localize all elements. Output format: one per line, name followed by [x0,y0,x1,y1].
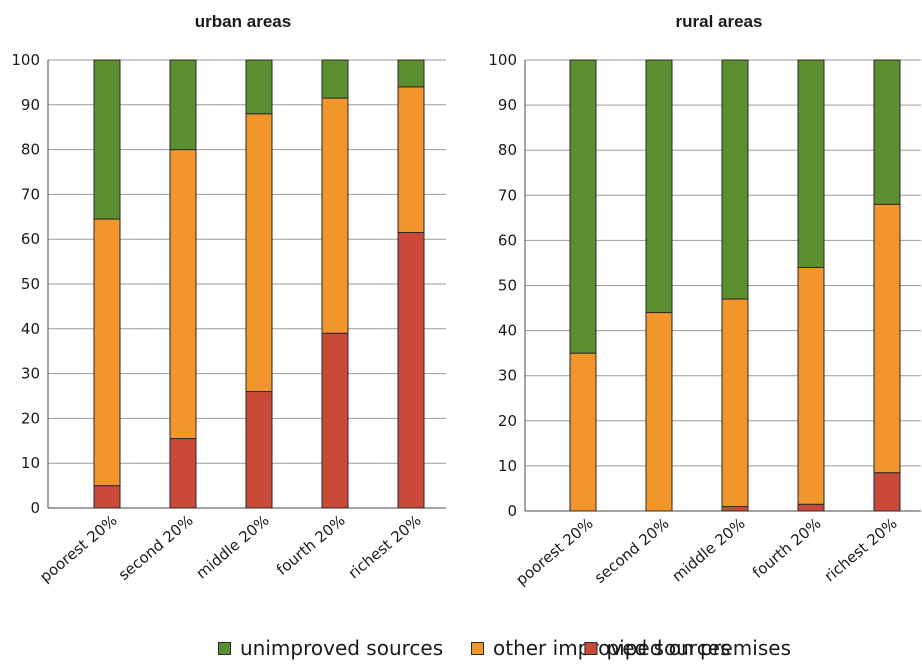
bar-segment-urban-unimproved-sources [169,59,197,151]
y-tick-label-urban: 50 [21,275,40,293]
bar-segment-urban-other-improved-sources [321,97,349,334]
legend-label-other-improved: other improved sources [493,636,731,660]
bar-segment-urban-other-improved-sources [93,218,121,487]
bar-segment-urban-piped-on-premises [169,438,197,509]
bar-segment-rural-unimproved-sources [873,59,901,205]
x-tick-label-rural: second 20% [591,514,673,587]
legend: unimproved sources other improved source… [0,636,922,666]
y-tick-label-rural: 50 [498,277,517,295]
bar-segment-urban-piped-on-premises [93,485,121,509]
legend-swatch-unimproved [218,641,231,655]
y-tick-label-urban: 100 [11,51,40,69]
bar-segment-urban-piped-on-premises [397,231,425,509]
y-tick-label-rural: 90 [498,96,517,114]
y-tick-label-urban: 60 [21,230,40,248]
x-tick-label-urban: richest 20% [345,511,425,582]
bar-segment-urban-other-improved-sources [397,86,425,233]
y-tick-label-rural: 100 [488,51,517,69]
y-tick-label-urban: 30 [21,365,40,383]
panel-title-rural: rural areas [676,12,763,31]
bar-segment-rural-other-improved-sources [873,203,901,474]
y-tick-label-rural: 40 [498,322,517,340]
x-tick-label-rural: fourth 20% [749,514,825,582]
bar-segment-rural-other-improved-sources [569,352,597,512]
y-tick-label-rural: 30 [498,367,517,385]
x-tick-label-urban: second 20% [115,511,197,584]
bar-segment-urban-piped-on-premises [321,332,349,509]
y-tick-label-rural: 20 [498,412,517,430]
bar-segment-rural-unimproved-sources [721,59,749,300]
panel-title-urban: urban areas [195,12,291,31]
bar-segment-rural-unimproved-sources [569,59,597,354]
legend-swatch-other-improved [471,641,484,655]
y-tick-label-urban: 0 [30,499,40,517]
y-tick-label-urban: 10 [21,454,40,472]
bar-segment-urban-unimproved-sources [245,59,273,115]
y-tick-label-urban: 90 [21,96,40,114]
bar-segment-rural-other-improved-sources [797,266,825,505]
bar-segment-rural-piped-on-premises [873,472,901,512]
bar-segment-urban-other-improved-sources [169,149,197,440]
bar-segment-urban-piped-on-premises [245,391,273,509]
x-tick-label-urban: middle 20% [193,511,273,582]
y-tick-label-urban: 80 [21,141,40,159]
y-tick-label-rural: 60 [498,231,517,249]
x-tick-label-urban: fourth 20% [273,511,349,579]
x-tick-label-rural: poorest 20% [512,514,596,589]
bar-segment-urban-unimproved-sources [321,59,349,99]
y-tick-label-rural: 80 [498,141,517,159]
x-tick-label-rural: richest 20% [821,514,901,585]
bar-segment-rural-piped-on-premises [721,505,749,512]
legend-label-piped: piped on premises [606,636,791,660]
y-tick-label-urban: 20 [21,409,40,427]
bar-segment-rural-other-improved-sources [721,298,749,507]
legend-label-unimproved: unimproved sources [240,636,444,660]
y-tick-label-urban: 40 [21,320,40,338]
y-tick-label-rural: 0 [507,502,517,520]
panel-urban: urban areas 0 10 20 30 40 50 60 70 80 90 100 poorest… [11,12,446,586]
legend-swatch-piped [584,641,598,655]
panel-rural: rural areas 0 10 20 30 40 50 60 70 80 90 100 poorest… [488,12,921,589]
legend-item-other-improved: other improved sources [471,636,730,660]
legend-item-piped: piped on premises [584,636,791,660]
x-tick-label-rural: middle 20% [669,514,749,585]
y-tick-label-rural: 10 [498,457,517,475]
bar-segment-urban-unimproved-sources [397,59,425,88]
bar-segment-urban-unimproved-sources [93,59,121,220]
bar-segment-rural-unimproved-sources [797,59,825,268]
legend-item-unimproved: unimproved sources [218,636,443,660]
bar-segment-urban-other-improved-sources [245,113,273,393]
y-tick-label-rural: 70 [498,186,517,204]
bar-segment-rural-piped-on-premises [797,503,825,512]
x-tick-label-urban: poorest 20% [36,511,120,586]
y-tick-label-urban: 70 [21,185,40,203]
bar-segment-rural-unimproved-sources [645,59,673,314]
bar-segment-rural-other-improved-sources [645,312,673,512]
